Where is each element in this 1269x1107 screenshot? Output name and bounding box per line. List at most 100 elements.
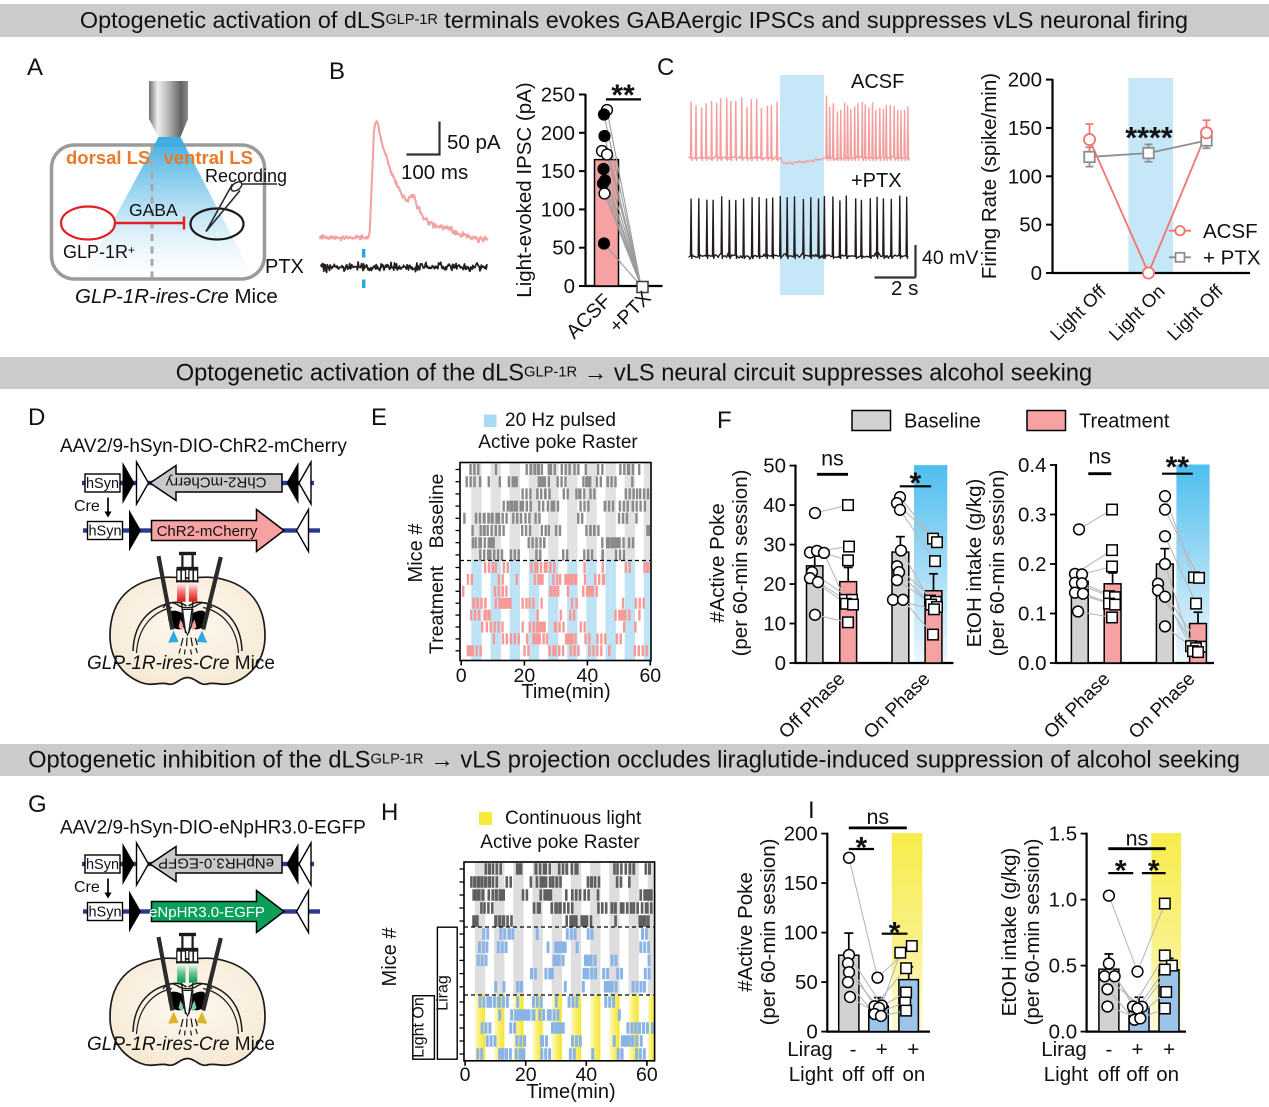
svg-text:0.0: 0.0: [1018, 652, 1047, 675]
svg-text:Time(min): Time(min): [521, 681, 610, 703]
svg-text:50 pA: 50 pA: [447, 131, 501, 154]
svg-text:+: +: [876, 1038, 888, 1061]
svg-text:20: 20: [514, 665, 536, 687]
svg-text:EtOH intake (g/kg): EtOH intake (g/kg): [998, 848, 1021, 1017]
svg-text:hSyn: hSyn: [88, 905, 121, 921]
svg-text:(per 60-min session): (per 60-min session): [986, 470, 1009, 657]
svg-text:off: off: [842, 1063, 865, 1086]
svg-text:100 ms: 100 ms: [401, 161, 468, 184]
svg-text:60: 60: [636, 1064, 658, 1086]
svg-text:Time(min): Time(min): [526, 1081, 615, 1103]
svg-text:Mice #: Mice #: [405, 523, 427, 583]
svg-text:Firing Rate (spike/min): Firing Rate (spike/min): [978, 73, 1001, 279]
svg-text:G: G: [28, 791, 47, 818]
svg-text:+: +: [1132, 1038, 1144, 1061]
svg-text:*: *: [910, 467, 922, 500]
svg-text:hSyn: hSyn: [86, 857, 119, 873]
svg-text:ns: ns: [1088, 445, 1111, 469]
svg-text:*: *: [1148, 855, 1160, 888]
svg-text:Light: Light: [789, 1063, 834, 1086]
svg-text:Optogenetic inhibition of the: Optogenetic inhibition of the dLSGLP-1R …: [28, 748, 1240, 774]
svg-text:off: off: [871, 1063, 894, 1086]
svg-text:20: 20: [515, 1064, 537, 1086]
svg-text:0: 0: [564, 275, 575, 298]
svg-text:GLP-1R-ires-Cre Mice: GLP-1R-ires-Cre Mice: [87, 1034, 275, 1055]
svg-text:200: 200: [541, 122, 575, 145]
svg-text:*: *: [856, 831, 868, 864]
svg-text:ACSF: ACSF: [1203, 220, 1258, 243]
svg-text:C: C: [657, 54, 674, 81]
svg-text:ns: ns: [866, 805, 889, 829]
svg-text:PTX: PTX: [265, 256, 304, 278]
svg-text:20 Hz pulsed: 20 Hz pulsed: [505, 410, 616, 431]
svg-text:Treatment: Treatment: [1079, 411, 1170, 433]
svg-text:200: 200: [784, 823, 818, 846]
svg-text:0.3: 0.3: [1018, 504, 1047, 527]
svg-text:0.0: 0.0: [1049, 1021, 1078, 1044]
svg-text:ns: ns: [1126, 827, 1149, 851]
svg-text:Lirag: Lirag: [787, 1038, 833, 1061]
svg-text:20: 20: [763, 573, 786, 596]
svg-text:Lirag: Lirag: [434, 975, 451, 1011]
svg-text:AAV2/9-hSyn-DIO-ChR2-mCherry: AAV2/9-hSyn-DIO-ChR2-mCherry: [60, 436, 347, 457]
svg-text:30: 30: [763, 534, 786, 557]
svg-text:+: +: [907, 1038, 919, 1061]
svg-text:+: +: [1163, 1038, 1175, 1061]
svg-text:-: -: [1105, 1038, 1112, 1061]
svg-text:eNpHR3.0-EGFP: eNpHR3.0-EGFP: [158, 855, 274, 872]
svg-text:**: **: [611, 79, 635, 112]
svg-text:off: off: [1126, 1063, 1149, 1086]
svg-text:ns: ns: [821, 447, 844, 471]
svg-text:100: 100: [1008, 165, 1042, 188]
svg-text:0: 0: [456, 665, 467, 687]
svg-text:*: *: [889, 916, 901, 949]
svg-text:200: 200: [1008, 69, 1042, 92]
svg-text:Cre: Cre: [74, 879, 100, 896]
svg-text:100: 100: [541, 198, 575, 221]
svg-text:Treatment: Treatment: [426, 565, 448, 654]
svg-text:50: 50: [763, 455, 786, 478]
svg-text:GLP-1R-ires-Cre Mice: GLP-1R-ires-Cre Mice: [75, 285, 278, 308]
svg-text:GLP-1R+: GLP-1R+: [63, 242, 135, 262]
svg-text:Optogenetic activation of the: Optogenetic activation of the dLSGLP-1R …: [176, 361, 1092, 387]
svg-text:on: on: [1156, 1063, 1179, 1086]
svg-text:**: **: [1166, 451, 1190, 484]
svg-text:(per 60-min session): (per 60-min session): [729, 470, 752, 657]
svg-text:hSyn: hSyn: [88, 524, 121, 540]
svg-text:40: 40: [577, 665, 599, 687]
svg-text:Light-evoked IPSC (pA): Light-evoked IPSC (pA): [513, 82, 536, 297]
svg-text:50: 50: [795, 971, 818, 994]
svg-text:0: 0: [806, 1021, 817, 1044]
svg-text:0.4: 0.4: [1018, 454, 1047, 477]
svg-text:0.2: 0.2: [1018, 553, 1047, 576]
svg-text:off: off: [1098, 1063, 1121, 1086]
svg-text:eNpHR3.0-EGFP: eNpHR3.0-EGFP: [149, 904, 265, 921]
svg-text:0.5: 0.5: [1049, 955, 1078, 978]
svg-text:0: 0: [460, 1064, 471, 1086]
svg-text:Light: Light: [1044, 1063, 1089, 1086]
svg-text:-: -: [850, 1038, 857, 1061]
svg-text:10: 10: [763, 613, 786, 636]
svg-text:GLP-1R-ires-Cre Mice: GLP-1R-ires-Cre Mice: [87, 653, 275, 674]
svg-text:40 mV: 40 mV: [922, 247, 978, 269]
svg-text:40: 40: [575, 1064, 597, 1086]
svg-text:GABA: GABA: [129, 200, 178, 220]
svg-text:Lirag: Lirag: [1041, 1038, 1087, 1061]
svg-text:50: 50: [1019, 214, 1042, 237]
svg-text:D: D: [28, 404, 45, 431]
svg-text:(per 60-min session): (per 60-min session): [1021, 839, 1044, 1026]
svg-text:*: *: [1115, 855, 1127, 888]
svg-text:#Active Poke: #Active Poke: [706, 503, 729, 623]
svg-text:Light On: Light On: [411, 997, 428, 1057]
svg-text:+PTX: +PTX: [851, 170, 902, 192]
svg-text:EtOH intake (g/kg): EtOH intake (g/kg): [963, 479, 986, 648]
svg-text:40: 40: [763, 494, 786, 517]
svg-text:ChR2-mCherry: ChR2-mCherry: [157, 523, 258, 540]
svg-text:ACSF: ACSF: [851, 71, 904, 93]
svg-text:150: 150: [784, 872, 818, 895]
svg-text:Cre: Cre: [74, 498, 100, 515]
svg-text:Baseline: Baseline: [426, 474, 448, 549]
svg-text:2 s: 2 s: [891, 277, 918, 300]
svg-text:0.1: 0.1: [1018, 603, 1047, 626]
svg-text:H: H: [381, 799, 398, 826]
